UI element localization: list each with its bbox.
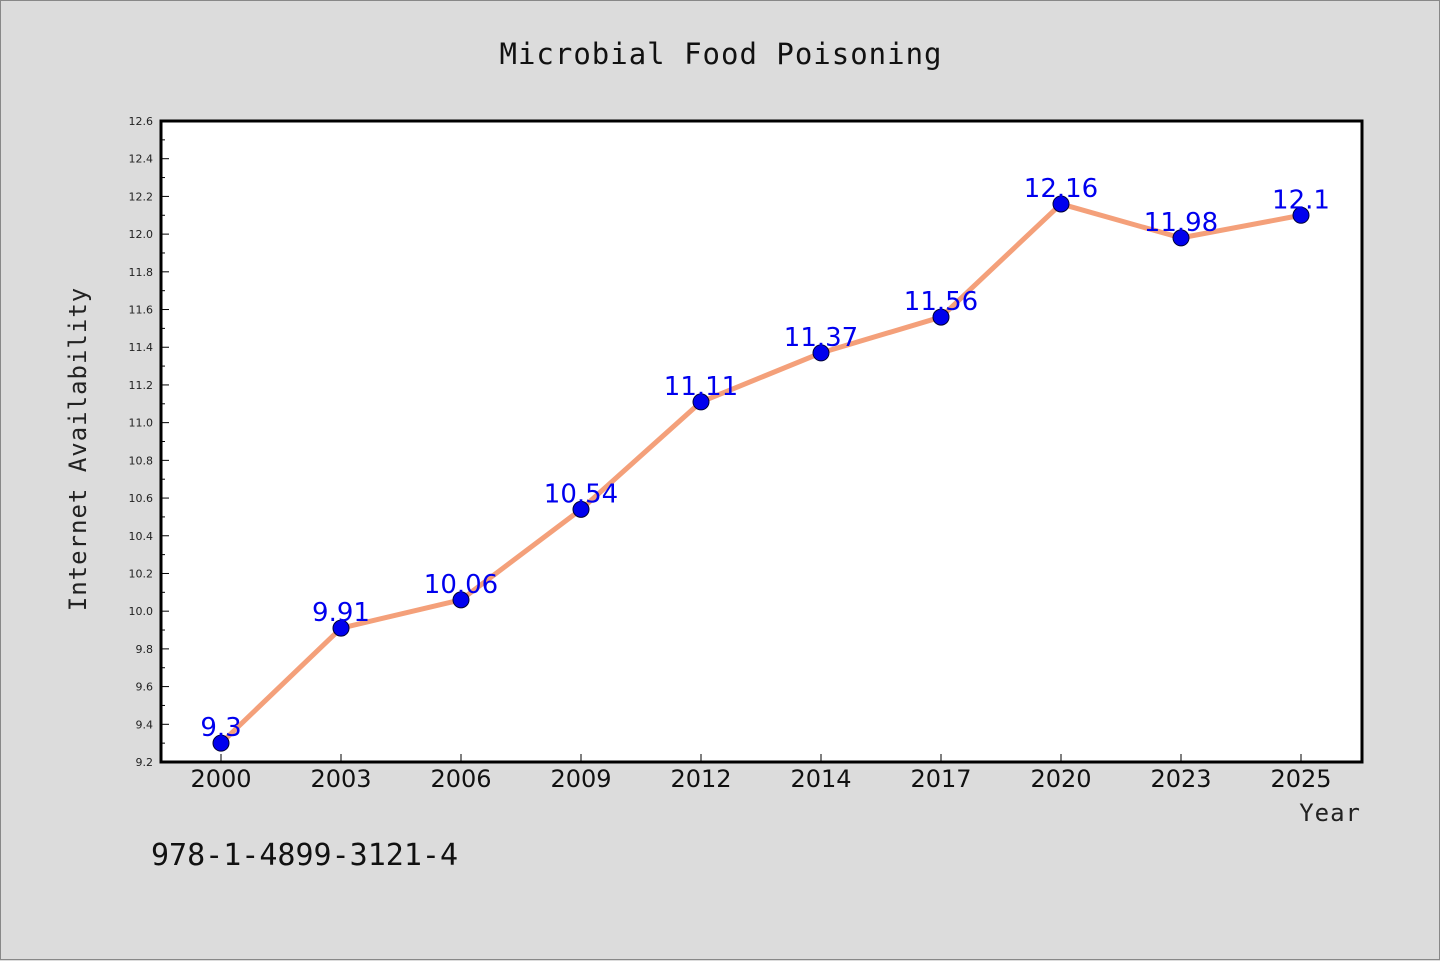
- y-tick-label: 10.2: [129, 567, 154, 580]
- y-tick-label: 10.8: [129, 454, 154, 467]
- x-tick-label: 2012: [670, 765, 731, 793]
- x-tick-label: 2006: [430, 765, 491, 793]
- y-tick-label: 11.2: [129, 379, 154, 392]
- data-point: [452, 591, 470, 609]
- y-axis-title: Internet Availability: [64, 287, 92, 611]
- y-tick-label: 11.8: [129, 266, 154, 279]
- data-point: [212, 734, 230, 752]
- data-label: 9.91: [312, 598, 370, 628]
- data-point: [932, 308, 950, 326]
- y-tick-label: 12.2: [129, 190, 154, 203]
- series-primary: [212, 195, 1310, 752]
- data-point: [692, 393, 710, 411]
- y-tick-label: 12.0: [129, 228, 154, 241]
- y-axis: 9.2 9.4 9.6 9.8 10.0 10.2 10.4 10.6 10.8 11.0 11.2…: [129, 115, 169, 769]
- data-label: 11.98: [1144, 208, 1218, 238]
- y-tick-label: 9.6: [136, 681, 154, 694]
- data-point: [1172, 229, 1190, 247]
- footer-isbn: 978-1-4899-3121-4: [151, 838, 458, 873]
- data-label: 12.16: [1024, 174, 1098, 204]
- y-tick-label: 10.0: [129, 605, 154, 618]
- data-point: [1292, 206, 1310, 224]
- data-point: [332, 619, 350, 637]
- data-point: [812, 344, 830, 362]
- x-tick-label: 2025: [1270, 765, 1331, 793]
- data-label: 11.37: [784, 323, 858, 353]
- plot-area: [159, 119, 1364, 764]
- chart-title: Microbial Food Poisoning: [499, 37, 942, 71]
- data-point: [1052, 195, 1070, 213]
- y-tick-label: 12.4: [129, 153, 154, 166]
- y-tick-label: 9.2: [136, 756, 154, 769]
- data-labels: 9.3 9.91 10.06 10.54 11.11 11.37 11.56 12.16 11.…: [200, 174, 1330, 743]
- x-axis: 2000 2003 2006 2009 2012 2014 2017 2020 2023 2025: [190, 754, 1332, 793]
- x-tick-label: 2014: [790, 765, 851, 793]
- data-label: 10.06: [424, 570, 498, 600]
- x-tick-label: 2017: [910, 765, 971, 793]
- y-tick-label: 12.6: [129, 115, 154, 128]
- data-label: 10.54: [544, 479, 618, 509]
- x-tick-label: 2020: [1030, 765, 1091, 793]
- x-tick-label: 2000: [190, 765, 251, 793]
- y-tick-label: 10.4: [129, 530, 154, 543]
- data-label: 11.56: [904, 287, 978, 317]
- y-tick-label: 11.6: [129, 304, 154, 317]
- data-point: [572, 500, 590, 518]
- data-label: 11.11: [664, 372, 738, 402]
- series-line: [218, 201, 1304, 746]
- y-tick-label: 11.4: [129, 341, 154, 354]
- x-tick-label: 2003: [310, 765, 371, 793]
- y-tick-label: 9.8: [136, 643, 154, 656]
- data-label: 12.1: [1272, 185, 1330, 215]
- x-tick-label: 2023: [1150, 765, 1211, 793]
- y-tick-label: 10.6: [129, 492, 154, 505]
- data-label: 9.3: [200, 713, 241, 743]
- y-tick-label: 9.4: [136, 718, 154, 731]
- y-tick-label: 11.0: [129, 417, 154, 430]
- x-axis-title: Year: [1299, 799, 1361, 827]
- x-tick-label: 2009: [550, 765, 611, 793]
